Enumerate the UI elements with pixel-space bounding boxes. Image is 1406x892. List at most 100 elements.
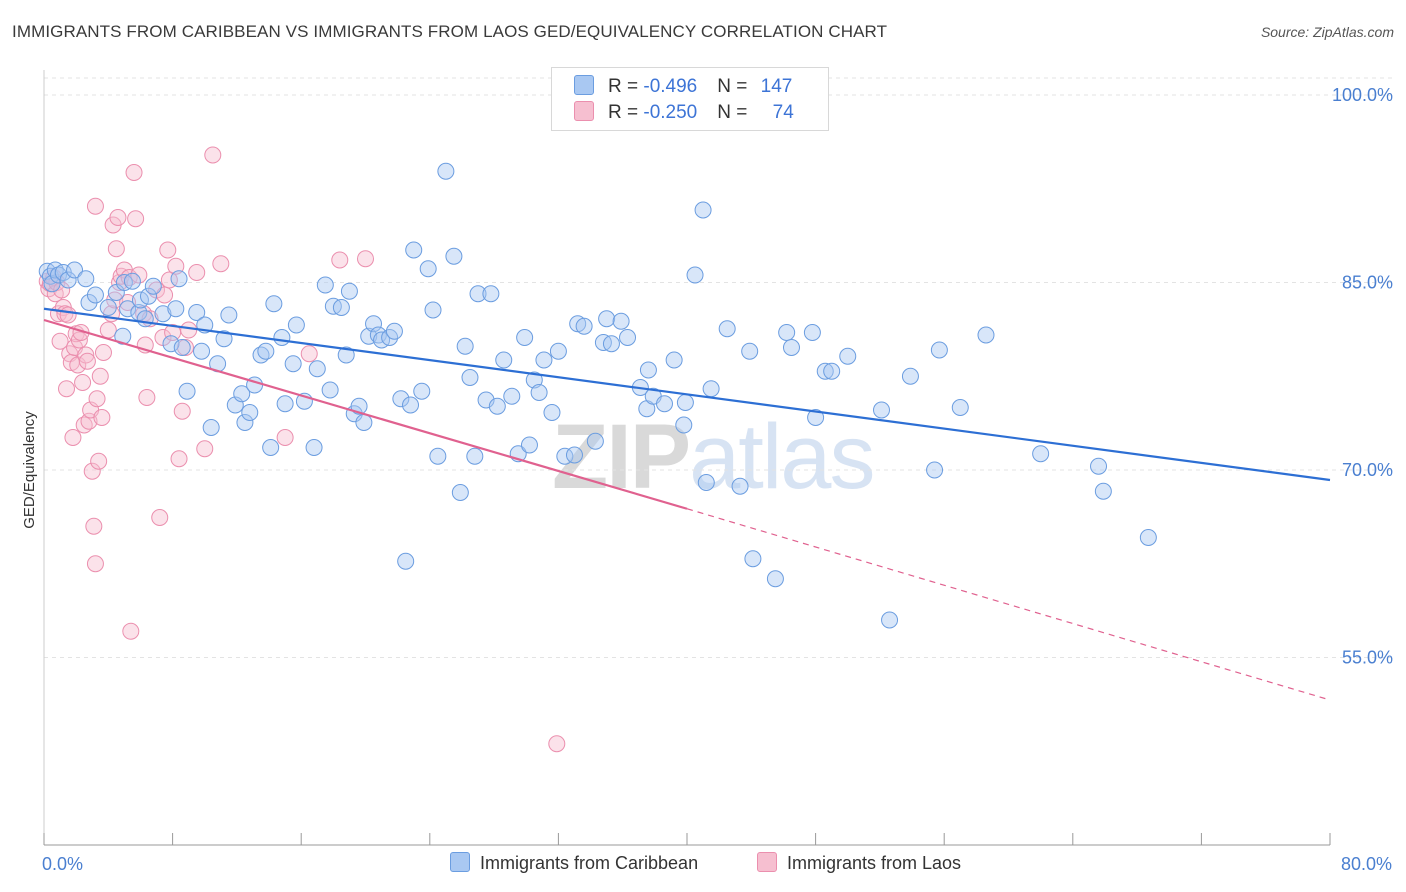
caribbean-point [392, 390, 410, 408]
caribbean-point [170, 270, 188, 288]
caribbean-point [139, 287, 157, 305]
caribbean-point [188, 304, 206, 321]
caribbean-point [766, 570, 784, 588]
legend-n-label: N = [717, 102, 753, 123]
caribbean-point [694, 201, 712, 219]
caribbean-point [265, 295, 283, 313]
laos-point [78, 352, 96, 370]
laos-points [38, 146, 566, 753]
laos-swatch [574, 101, 594, 121]
caribbean-point [495, 351, 513, 369]
laos-point [331, 251, 349, 269]
watermark: ZIPatlas [552, 405, 875, 510]
caribbean-point [839, 347, 857, 365]
legend-r-value: -0.496 [643, 76, 698, 97]
caribbean-point [543, 404, 561, 421]
caribbean-point [619, 329, 637, 346]
caribbean-point [469, 285, 487, 303]
caribbean-point [741, 342, 759, 360]
laos-point [138, 389, 156, 406]
legend-n-label: N = [717, 76, 753, 97]
grid-lines [44, 77, 1392, 658]
caribbean-point [782, 339, 800, 356]
caribbean-point [178, 382, 196, 400]
laos-point [122, 622, 140, 640]
caribbean-point [655, 395, 673, 413]
laos-point [127, 210, 145, 228]
laos-point [119, 294, 137, 311]
caribbean-point [429, 447, 447, 465]
laos-point [93, 409, 111, 426]
caribbean-point [369, 326, 387, 344]
caribbean-point [405, 241, 423, 259]
legend-row-caribbean: R = -0.496 N = 147 [574, 75, 792, 99]
caribbean-point [162, 335, 180, 353]
y-tick-labels: 55.0% 70.0% 85.0% 100.0% [1332, 85, 1393, 668]
caribbean-point [520, 436, 538, 454]
watermark-atlas: atlas [689, 406, 875, 508]
caribbean-point [419, 260, 437, 278]
caribbean-point [516, 329, 534, 346]
laos-point [94, 344, 112, 361]
caribbean-point [167, 300, 185, 318]
caribbean-point [612, 312, 630, 330]
caribbean-point [284, 355, 302, 373]
laos-point [88, 390, 106, 408]
laos-point [58, 380, 76, 398]
laos-trend-extension [686, 508, 1331, 701]
caribbean-point [340, 282, 358, 300]
caribbean-point [549, 342, 567, 360]
laos-point [64, 429, 82, 446]
caribbean-point [598, 310, 616, 328]
stats-legend: R = -0.496 N = 147 R = -0.250 N = 74 [551, 67, 829, 131]
caribbean-point [413, 382, 431, 400]
caribbean-point [778, 324, 796, 341]
laos-point [204, 146, 222, 164]
laos-point [51, 332, 69, 350]
caribbean-point [977, 326, 995, 344]
caribbean-point [586, 432, 604, 450]
x-tick-label: 80.0% [1341, 854, 1392, 874]
caribbean-point [803, 324, 821, 341]
x-tick-label: 0.0% [42, 854, 83, 874]
y-tick-label: 55.0% [1342, 648, 1393, 668]
laos-swatch [757, 852, 777, 872]
x-tick-labels: 0.0% 80.0% [42, 854, 1392, 874]
caribbean-point [385, 322, 403, 340]
laos-point [90, 452, 108, 470]
caribbean-point [451, 484, 469, 501]
caribbean-point [530, 384, 548, 401]
caribbean-point [676, 394, 694, 411]
caribbean-point [482, 285, 500, 303]
caribbean-point [173, 339, 191, 356]
laos-point [180, 321, 198, 339]
caribbean-point [215, 330, 233, 348]
source-label: Source: ZipAtlas.com [1260, 24, 1394, 40]
caribbean-point [202, 419, 220, 436]
legend-row-laos: R = -0.250 N = 74 [574, 101, 794, 125]
laos-point [125, 164, 143, 181]
caribbean-point [456, 337, 474, 355]
caribbean-point [77, 270, 95, 288]
caribbean-point [1090, 457, 1108, 475]
laos-point [99, 321, 117, 339]
caribbean-point [823, 362, 841, 380]
caribbean-point [639, 361, 657, 379]
caribbean-point [316, 276, 334, 294]
chart-title: IMMIGRANTS FROM CARIBBEAN VS IMMIGRANTS … [12, 22, 888, 41]
laos-point [85, 517, 103, 535]
legend-r-label: R = [608, 102, 644, 123]
caribbean-point [337, 346, 355, 364]
caribbean-point [535, 351, 553, 369]
caribbean-point [503, 387, 521, 405]
caribbean-point [525, 371, 543, 389]
laos-point [300, 345, 318, 363]
caribbean-point [665, 351, 683, 369]
caribbean-point [257, 342, 275, 360]
caribbean-point [675, 416, 693, 434]
laos-point [59, 306, 77, 324]
caribbean-point [718, 320, 736, 338]
caribbean-point [807, 409, 825, 426]
caribbean-point [926, 461, 944, 479]
